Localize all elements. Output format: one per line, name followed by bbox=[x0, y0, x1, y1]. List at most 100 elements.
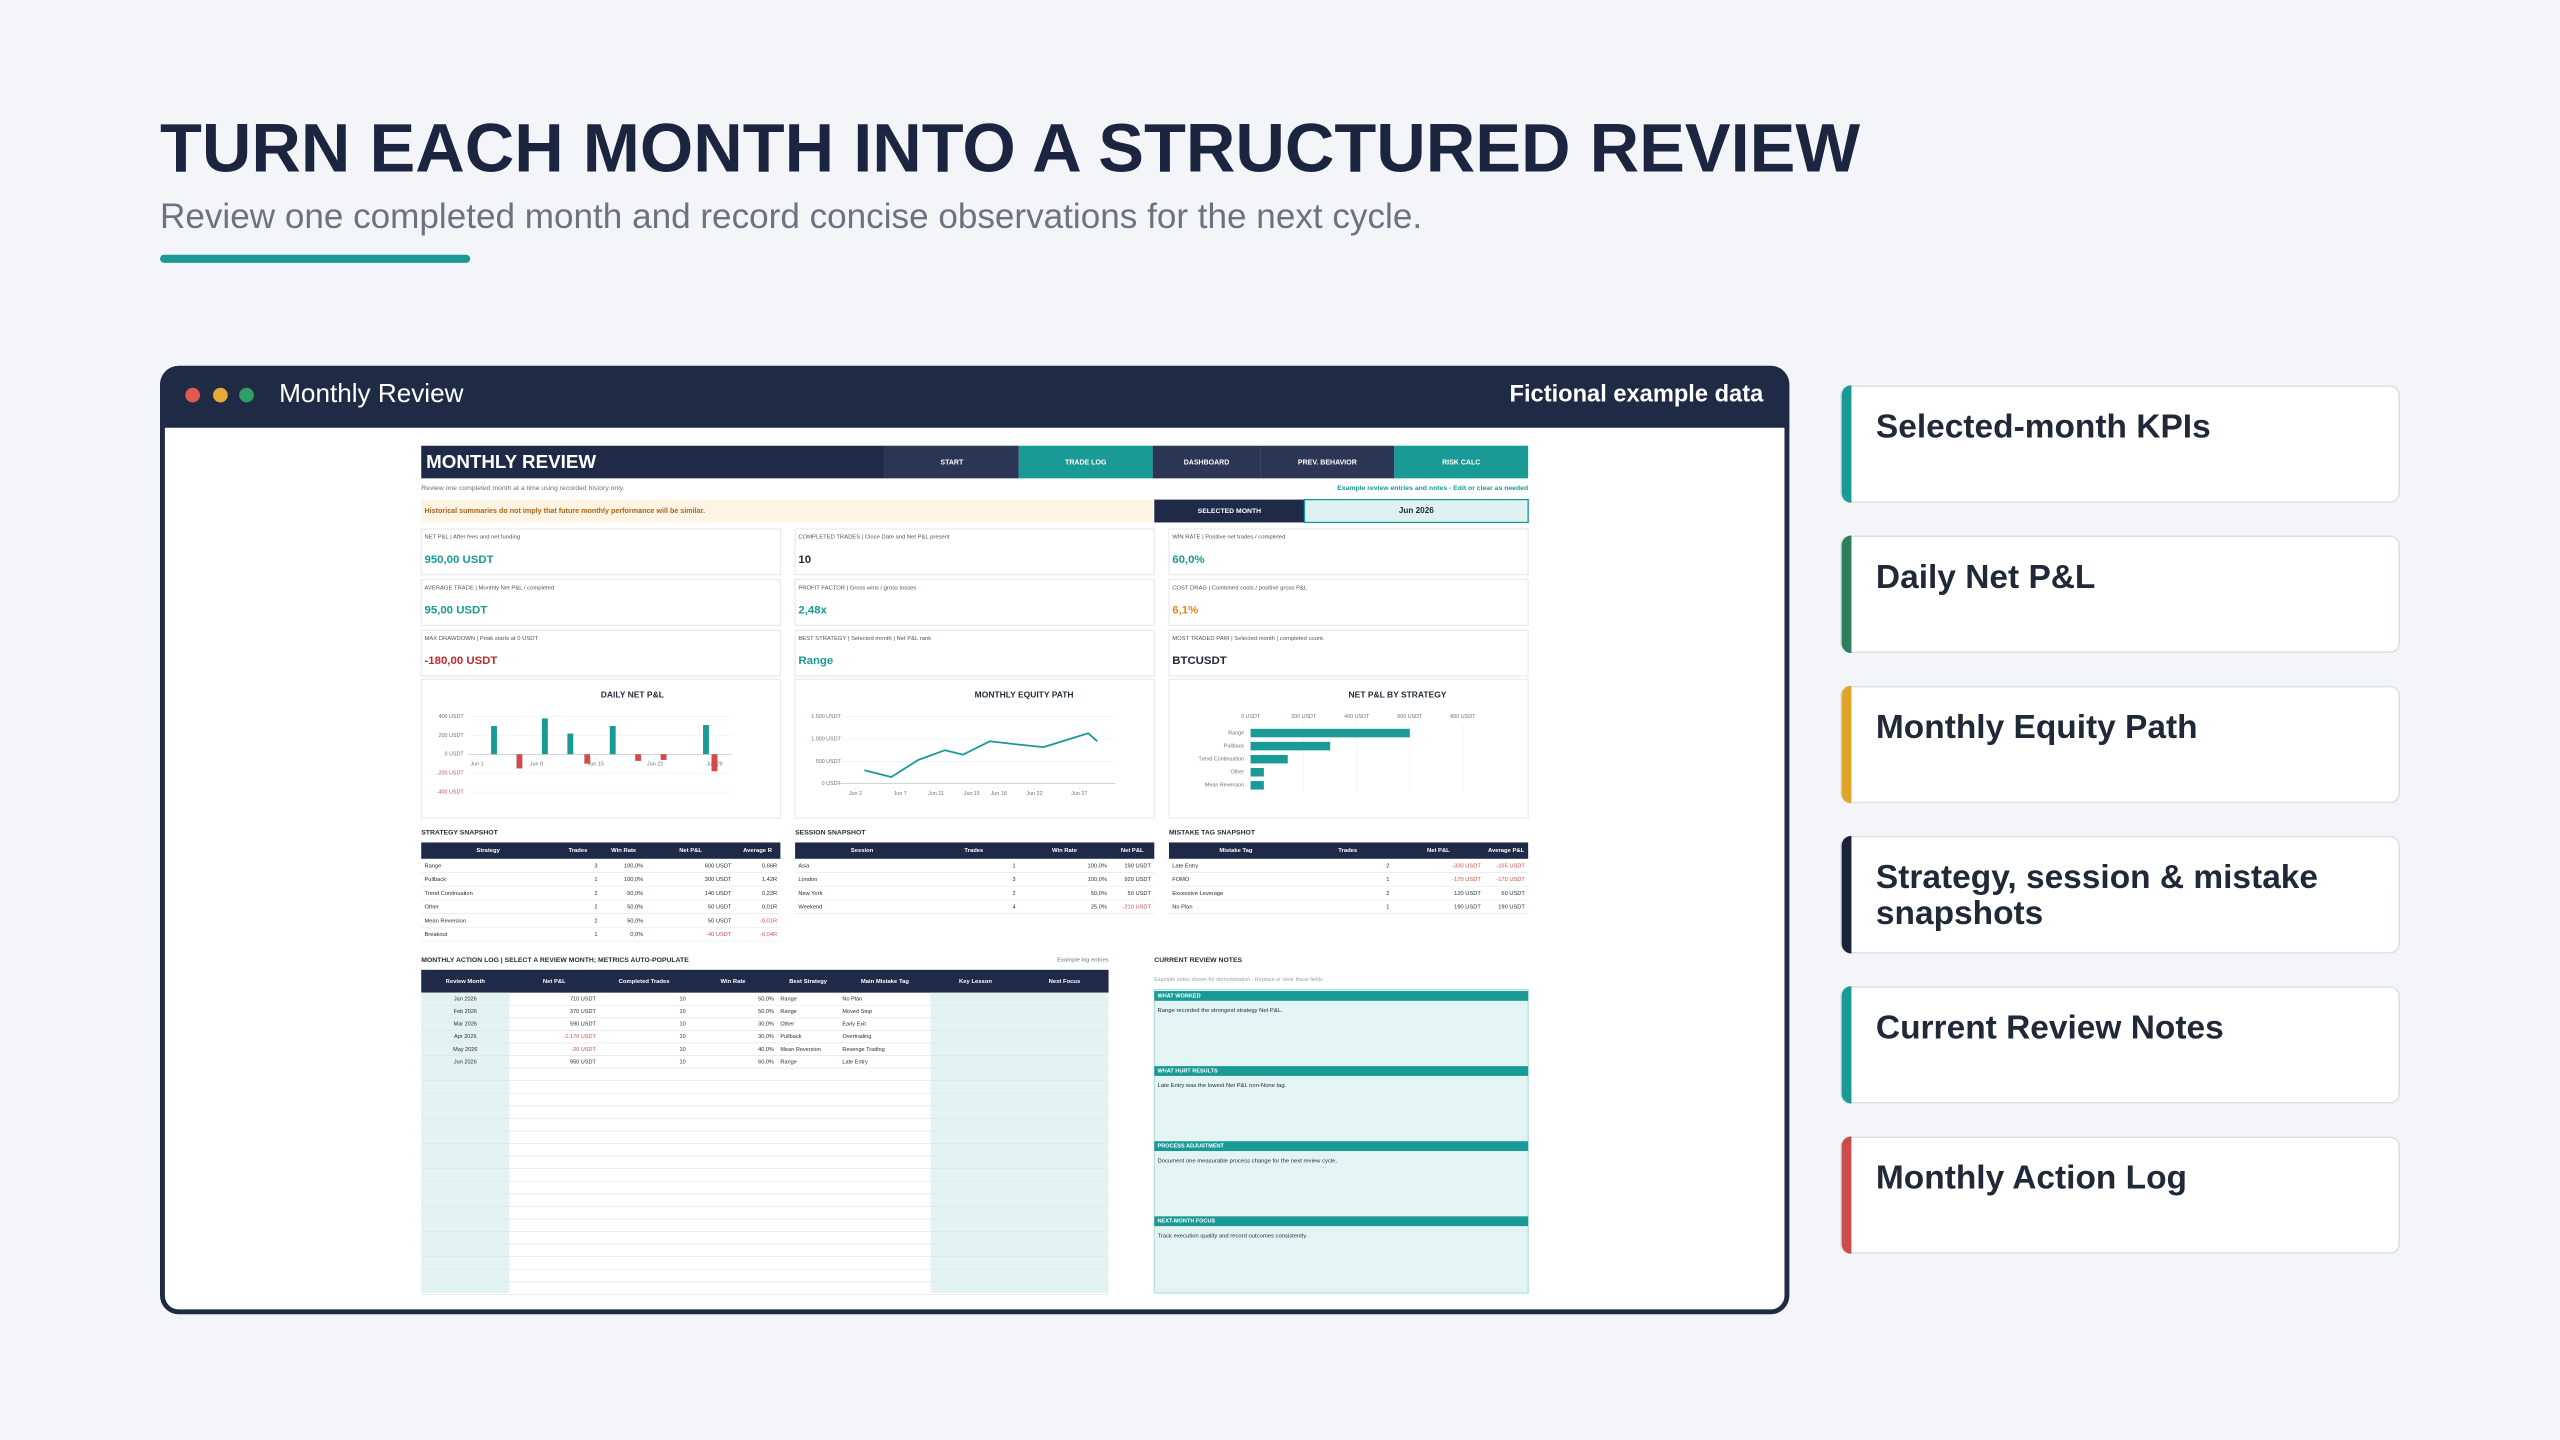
card-label: Monthly Action Log bbox=[1875, 1159, 2188, 1197]
kpi-value: 6,1% bbox=[1172, 605, 1198, 617]
table-cell: Range bbox=[424, 863, 441, 869]
table-cell: Early Exit bbox=[842, 1022, 866, 1028]
selected-month: Jun 2026 bbox=[1399, 506, 1434, 515]
category-label: Mean Reversion bbox=[1205, 783, 1244, 789]
kpi-value: 60,0% bbox=[1172, 554, 1204, 566]
table-cell: May 2026 bbox=[453, 1047, 477, 1053]
bar bbox=[711, 754, 718, 772]
bar bbox=[609, 725, 616, 755]
table-cell: -170 USDT bbox=[1496, 877, 1525, 883]
chart-panel bbox=[420, 678, 781, 819]
column-header: Trades bbox=[964, 848, 984, 854]
y-tick-label: 1.500 USDT bbox=[811, 714, 841, 720]
table-cell: 50,0% bbox=[758, 1009, 774, 1015]
card-label: Monthly Equity Path bbox=[1875, 708, 2198, 747]
table-cell: -165 USDT bbox=[1496, 863, 1525, 869]
page-subtitle: Review one completed month and record co… bbox=[160, 197, 1422, 236]
x-tick-label: 200 USDT bbox=[1291, 714, 1317, 720]
notes-text: Late Entry was the lowest Net P&L non-No… bbox=[1158, 1083, 1287, 1089]
table-cell: 50,0% bbox=[627, 891, 643, 897]
selected-month-label-cell bbox=[1154, 499, 1305, 523]
kpi-cell bbox=[794, 579, 1155, 626]
bar bbox=[567, 733, 574, 755]
snapshot-title: SESSION SNAPSHOT bbox=[795, 829, 866, 836]
highlight-column bbox=[930, 992, 1109, 1294]
column-header: Strategy bbox=[476, 848, 500, 854]
feature-card: Monthly Action Log bbox=[1840, 1136, 2400, 1254]
table-cell: 4 bbox=[1012, 905, 1015, 911]
window-dot bbox=[185, 387, 200, 403]
table-cell: 3 bbox=[594, 863, 597, 869]
column-header: Best Strategy bbox=[789, 979, 828, 985]
table-cell: Trend Continuation bbox=[424, 891, 472, 897]
table-cell: 10 bbox=[680, 1047, 686, 1053]
table-cell: London bbox=[798, 877, 817, 883]
table-cell: 30,0% bbox=[758, 1022, 774, 1028]
table-cell: Weekend bbox=[798, 905, 822, 911]
bar bbox=[635, 754, 642, 761]
table-cell: 300 USDT bbox=[705, 877, 732, 883]
window-header-base bbox=[162, 408, 1787, 428]
x-tick-label: Jun 15 bbox=[588, 762, 604, 768]
x-tick-label: 0 USDT bbox=[1241, 714, 1261, 720]
table-cell: Feb 2026 bbox=[454, 1009, 477, 1015]
table-cell: -40 USDT bbox=[706, 932, 732, 938]
notes-heading: WHAT HURT RESULTS bbox=[1158, 1068, 1218, 1074]
window-dot bbox=[239, 387, 254, 403]
tab-label: PREV. BEHAVIOR bbox=[1298, 460, 1357, 467]
table-cell: 50 USDT bbox=[1128, 891, 1152, 897]
column-header: Key Lesson bbox=[959, 979, 992, 985]
table-cell: 1 bbox=[594, 877, 597, 883]
notes-heading: NEXT-MONTH FOCUS bbox=[1158, 1219, 1216, 1225]
table-cell: -330 USDT bbox=[1452, 863, 1481, 869]
table-cell: Pullback bbox=[424, 877, 446, 883]
table-cell: 140 USDT bbox=[705, 891, 732, 897]
card-frame: Monthly Equity Path bbox=[1840, 685, 2400, 804]
chart-title: NET P&L BY STRATEGY bbox=[1349, 690, 1447, 700]
kpi-cell bbox=[794, 528, 1155, 576]
table-cell: 50,0% bbox=[758, 996, 774, 1002]
table-cell: Pullback bbox=[780, 1034, 801, 1040]
card-label: Strategy, session & mistake snapshots bbox=[1875, 858, 2319, 933]
x-tick-label: Jun 11 bbox=[928, 791, 944, 797]
table-cell: 100,0% bbox=[1088, 877, 1107, 883]
feature-card: Current Review Notes bbox=[1840, 986, 2400, 1104]
table-cell: 60,0% bbox=[758, 1059, 774, 1065]
card-accent bbox=[1841, 535, 1852, 654]
tab-label: TRADE LOG bbox=[1065, 460, 1107, 467]
kpi-value: BTCUSDT bbox=[1172, 655, 1227, 667]
table-cell: Range bbox=[780, 996, 796, 1002]
table-cell: -0,01R bbox=[760, 918, 777, 924]
x-tick-label: Jun 7 bbox=[894, 791, 907, 797]
kpi-cell bbox=[420, 629, 781, 677]
table-cell: 710 USDT bbox=[570, 996, 597, 1002]
table-cell: Late Entry bbox=[842, 1059, 868, 1065]
bar bbox=[1250, 728, 1410, 738]
column-header: Next Focus bbox=[1049, 979, 1081, 985]
table-cell: 50,0% bbox=[627, 918, 643, 924]
table-cell: Moved Stop bbox=[842, 1009, 872, 1015]
category-label: Range bbox=[1228, 730, 1244, 736]
kpi-cell bbox=[420, 528, 781, 576]
table-cell: Asia bbox=[798, 863, 810, 869]
table-cell: Overtrading bbox=[842, 1034, 871, 1040]
kpi-label: NET P&L | After fees and net funding bbox=[424, 535, 520, 541]
sheet-title: MONTHLY REVIEW bbox=[426, 451, 596, 472]
table-cell: Breakout bbox=[424, 932, 447, 938]
table-cell: 10 bbox=[680, 1022, 686, 1028]
column-header: Mistake Tag bbox=[1219, 848, 1253, 854]
table-cell: 100,0% bbox=[624, 877, 643, 883]
column-header: Main Mistake Tag bbox=[861, 979, 909, 985]
kpi-cell bbox=[794, 629, 1155, 677]
table-cell: Jan 2026 bbox=[454, 996, 477, 1002]
action-log-hint: Example log entries bbox=[1057, 958, 1109, 964]
column-header: Win Rate bbox=[1052, 848, 1078, 854]
card-accent bbox=[1841, 1136, 1852, 1254]
table-cell: Mean Reversion bbox=[424, 918, 466, 924]
column-header: Win Rate bbox=[611, 848, 637, 854]
bar bbox=[541, 718, 548, 755]
table-cell: 1 bbox=[594, 932, 597, 938]
bar bbox=[660, 754, 667, 760]
table-cell: -0,04R bbox=[760, 932, 777, 938]
